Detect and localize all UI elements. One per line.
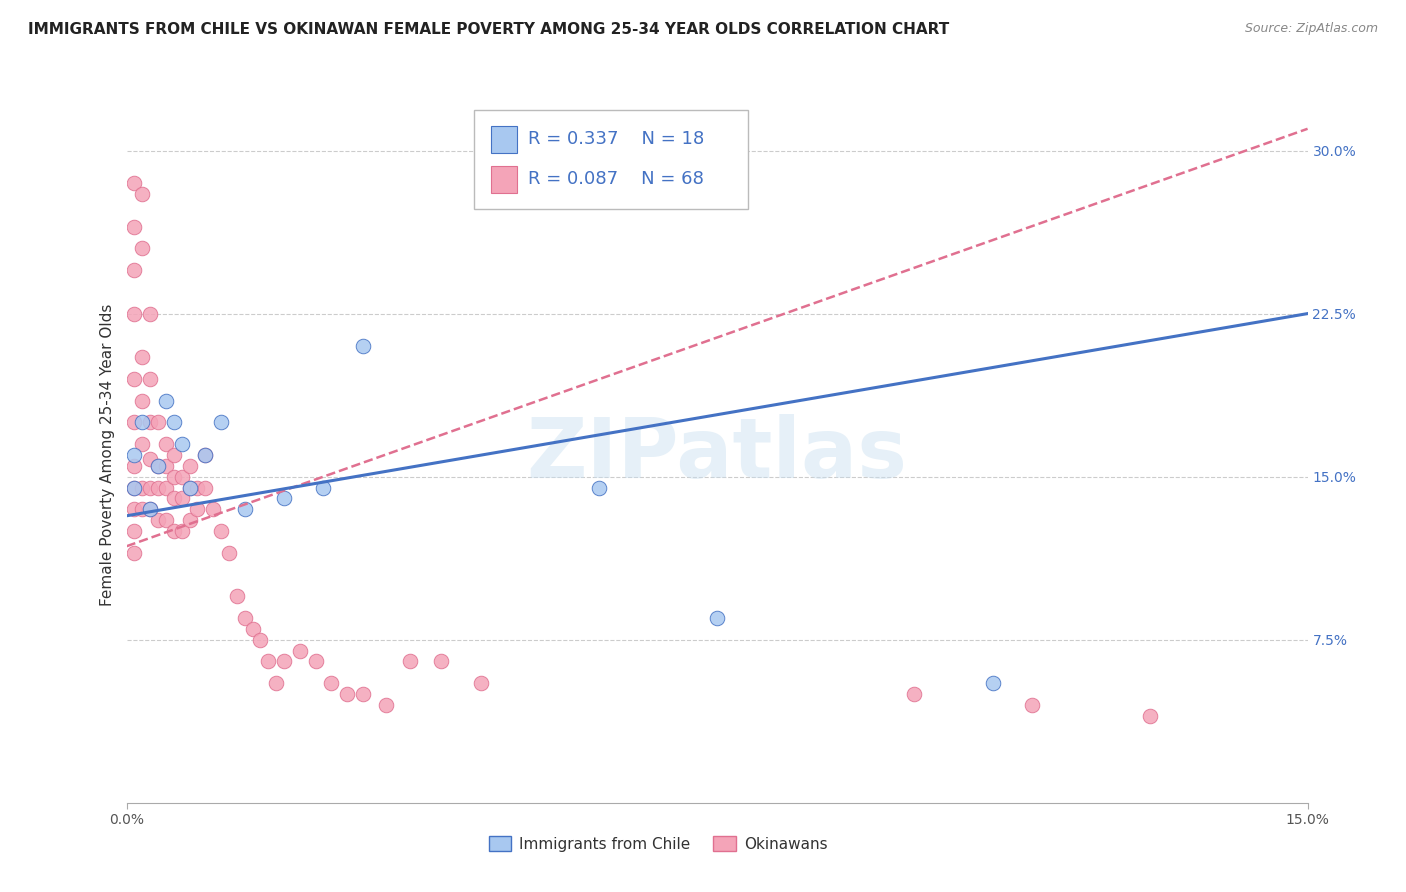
- Point: [155, 393, 177, 408]
- Point: [146, 458, 169, 473]
- Point: [194, 481, 217, 495]
- Point: [163, 469, 186, 483]
- Point: [155, 437, 177, 451]
- Point: [124, 307, 146, 321]
- Point: [146, 513, 169, 527]
- Point: [131, 393, 153, 408]
- Point: [288, 643, 311, 657]
- Point: [163, 448, 186, 462]
- Point: [139, 452, 162, 467]
- Point: [124, 524, 146, 538]
- Point: [139, 502, 162, 516]
- Point: [170, 469, 193, 483]
- Point: [399, 655, 422, 669]
- Point: [312, 481, 335, 495]
- Point: [588, 481, 610, 495]
- Point: [1021, 698, 1043, 712]
- Point: [903, 687, 925, 701]
- Point: [186, 481, 208, 495]
- Point: [146, 415, 169, 429]
- Point: [124, 448, 146, 462]
- Point: [124, 372, 146, 386]
- Point: [139, 502, 162, 516]
- Point: [155, 513, 177, 527]
- Point: [352, 339, 374, 353]
- Point: [124, 263, 146, 277]
- Point: [304, 655, 326, 669]
- Text: ZIPatlas: ZIPatlas: [527, 415, 907, 495]
- Point: [170, 437, 193, 451]
- Point: [179, 481, 201, 495]
- Point: [139, 415, 162, 429]
- Text: R = 0.337    N = 18: R = 0.337 N = 18: [527, 130, 704, 148]
- Point: [155, 481, 177, 495]
- Point: [430, 655, 453, 669]
- Point: [131, 481, 153, 495]
- Point: [352, 687, 374, 701]
- Point: [264, 676, 287, 690]
- Point: [146, 481, 169, 495]
- Point: [202, 502, 225, 516]
- Point: [146, 458, 169, 473]
- Point: [124, 502, 146, 516]
- Point: [375, 698, 398, 712]
- Point: [131, 502, 153, 516]
- Point: [179, 481, 201, 495]
- Legend: Immigrants from Chile, Okinawans: Immigrants from Chile, Okinawans: [482, 830, 834, 858]
- Point: [706, 611, 728, 625]
- Point: [981, 676, 1004, 690]
- Point: [1139, 708, 1161, 723]
- Point: [131, 350, 153, 364]
- Point: [163, 524, 186, 538]
- Point: [179, 458, 201, 473]
- Point: [124, 176, 146, 190]
- Point: [139, 372, 162, 386]
- Point: [209, 415, 232, 429]
- Point: [131, 186, 153, 201]
- Point: [124, 481, 146, 495]
- Y-axis label: Female Poverty Among 25-34 Year Olds: Female Poverty Among 25-34 Year Olds: [100, 304, 115, 606]
- Point: [233, 611, 256, 625]
- Point: [124, 546, 146, 560]
- Point: [186, 502, 208, 516]
- Point: [225, 589, 247, 603]
- Point: [131, 437, 153, 451]
- Text: R = 0.087    N = 68: R = 0.087 N = 68: [527, 170, 703, 188]
- Point: [273, 491, 295, 506]
- Point: [336, 687, 359, 701]
- Point: [124, 481, 146, 495]
- Point: [170, 524, 193, 538]
- Point: [124, 219, 146, 234]
- Text: IMMIGRANTS FROM CHILE VS OKINAWAN FEMALE POVERTY AMONG 25-34 YEAR OLDS CORRELATI: IMMIGRANTS FROM CHILE VS OKINAWAN FEMALE…: [28, 22, 949, 37]
- Point: [163, 415, 186, 429]
- Point: [139, 307, 162, 321]
- Point: [218, 546, 240, 560]
- Point: [179, 513, 201, 527]
- Point: [163, 491, 186, 506]
- Point: [139, 481, 162, 495]
- Point: [321, 676, 343, 690]
- Point: [233, 502, 256, 516]
- Text: Source: ZipAtlas.com: Source: ZipAtlas.com: [1244, 22, 1378, 36]
- Point: [209, 524, 232, 538]
- Point: [194, 448, 217, 462]
- Point: [124, 415, 146, 429]
- Point: [170, 491, 193, 506]
- Point: [257, 655, 280, 669]
- Point: [470, 676, 492, 690]
- Point: [249, 632, 271, 647]
- Point: [131, 415, 153, 429]
- Point: [242, 622, 264, 636]
- Point: [273, 655, 295, 669]
- Point: [155, 458, 177, 473]
- Point: [124, 458, 146, 473]
- Point: [131, 241, 153, 255]
- Point: [194, 448, 217, 462]
